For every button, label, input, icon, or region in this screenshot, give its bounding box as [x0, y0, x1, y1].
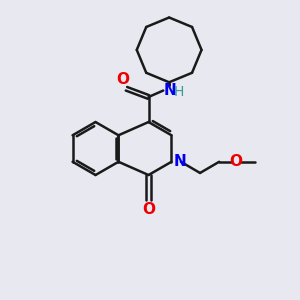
Text: H: H	[174, 85, 184, 99]
Text: N: N	[174, 154, 187, 169]
Text: O: O	[116, 72, 129, 87]
Text: O: O	[142, 202, 155, 217]
Text: O: O	[229, 154, 242, 169]
Text: N: N	[164, 83, 176, 98]
